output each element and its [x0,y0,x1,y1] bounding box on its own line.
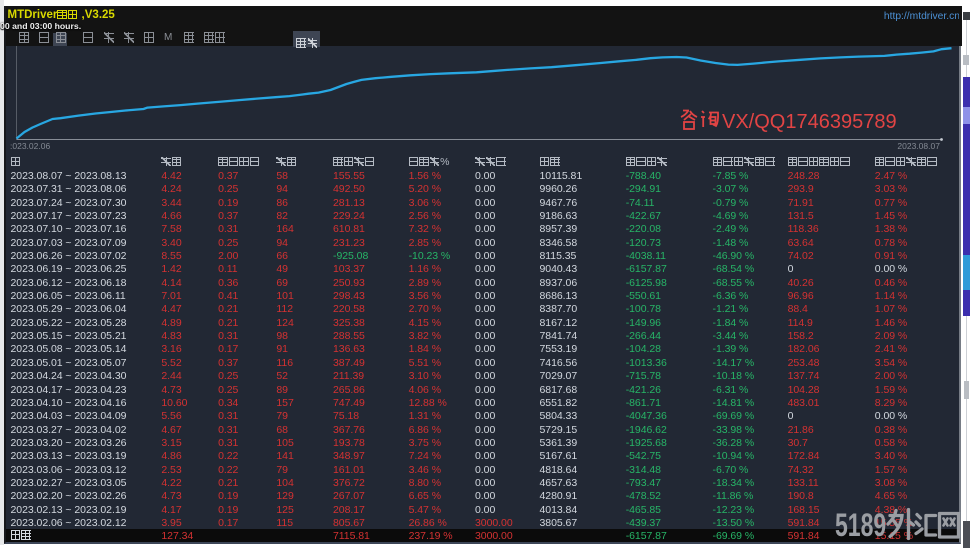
svg-text:5189: 5189 [835,507,886,541]
